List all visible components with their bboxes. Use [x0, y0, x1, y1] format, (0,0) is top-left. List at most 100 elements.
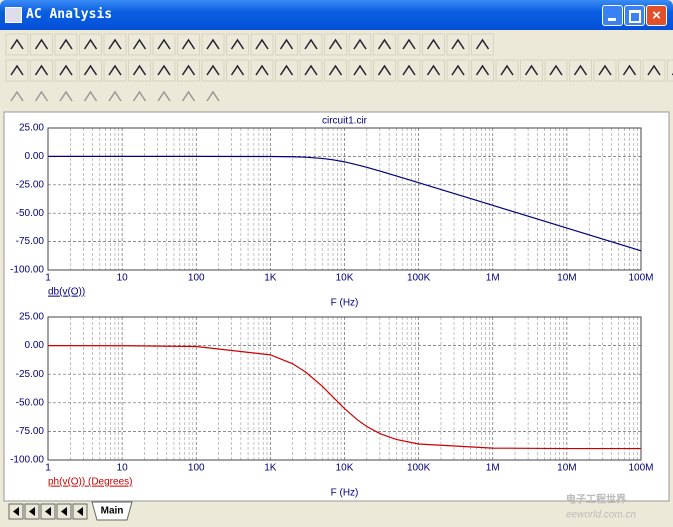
- y-tick-label: -100.00: [10, 265, 44, 276]
- toolbar-button[interactable]: [667, 59, 673, 82]
- toolbar-button[interactable]: [201, 33, 225, 56]
- toolbar-button[interactable]: [152, 33, 176, 56]
- toolbar-button[interactable]: [128, 86, 151, 107]
- toolbar-button[interactable]: [397, 33, 421, 56]
- button-face: [348, 59, 372, 82]
- toolbar-button[interactable]: [422, 59, 445, 82]
- tab-nav-button[interactable]: [8, 503, 24, 520]
- toolbar-button[interactable]: [30, 33, 53, 56]
- toolbar-button[interactable]: [128, 59, 151, 82]
- toolbar-button[interactable]: [152, 59, 176, 82]
- toolbar-button[interactable]: [250, 33, 274, 56]
- button-face: [520, 59, 543, 82]
- toolbar-button[interactable]: [5, 33, 29, 56]
- toolbar-button[interactable]: [104, 86, 126, 107]
- toolbar-button[interactable]: [422, 33, 445, 56]
- toolbar-button[interactable]: [201, 59, 225, 82]
- button-icon: [279, 38, 294, 50]
- toolbar-button[interactable]: [373, 33, 396, 56]
- button-face: [177, 59, 200, 82]
- toolbar-button[interactable]: [30, 59, 53, 82]
- toolbar-button[interactable]: [177, 86, 200, 107]
- toolbar-button[interactable]: [324, 59, 347, 82]
- button-face: [103, 59, 127, 82]
- tab-nav-button[interactable]: [72, 503, 88, 520]
- button-icon: [206, 90, 220, 102]
- toolbar-button[interactable]: [202, 86, 224, 107]
- button-face: [226, 59, 249, 82]
- toolbar-button[interactable]: [177, 33, 200, 56]
- toolbar-button[interactable]: [54, 59, 78, 82]
- tab-nav-button[interactable]: [24, 503, 40, 520]
- tab-nav-button[interactable]: [56, 503, 72, 520]
- button-icon: [500, 64, 514, 76]
- button-face: [544, 59, 568, 82]
- toolbar-button[interactable]: [348, 33, 372, 56]
- toolbar-button[interactable]: [55, 86, 77, 107]
- maximize-button[interactable]: [624, 5, 645, 26]
- button-face: [667, 59, 673, 82]
- toolbar-button[interactable]: [54, 33, 78, 56]
- toolbar-button[interactable]: [128, 33, 151, 56]
- button-face: [471, 59, 494, 82]
- toolbar-button[interactable]: [5, 59, 29, 82]
- toolbar-button[interactable]: [226, 59, 249, 82]
- toolbar-button[interactable]: [103, 33, 127, 56]
- button-face: [299, 33, 323, 56]
- button-icon: [181, 38, 196, 50]
- toolbar-button[interactable]: [275, 33, 298, 56]
- toolbar-button[interactable]: [618, 59, 641, 82]
- tab[interactable]: Main: [91, 501, 133, 521]
- toolbar-button[interactable]: [324, 33, 347, 56]
- button-icon: [377, 38, 392, 50]
- button-icon: [353, 64, 367, 76]
- toolbar-button[interactable]: [79, 86, 102, 107]
- toolbar-button[interactable]: [348, 59, 372, 82]
- toolbar-button[interactable]: [544, 59, 568, 82]
- toolbar-button[interactable]: [299, 59, 323, 82]
- toolbar-button[interactable]: [30, 86, 53, 107]
- toolbar-button[interactable]: [299, 33, 323, 56]
- toolbar-button[interactable]: [153, 86, 175, 107]
- toolbar-button[interactable]: [569, 59, 592, 82]
- toolbar-button[interactable]: [495, 59, 519, 82]
- toolbar-button[interactable]: [6, 86, 28, 107]
- close-button[interactable]: ×: [646, 5, 667, 26]
- toolbar-button[interactable]: [79, 59, 102, 82]
- x-tick-label: 1: [45, 273, 51, 284]
- button-icon: [402, 64, 416, 76]
- watermark-url: eeworld.com.cn: [566, 510, 636, 521]
- toolbar-button[interactable]: [397, 59, 421, 82]
- x-tick-label: 100K: [407, 463, 431, 474]
- minimize-button[interactable]: [602, 5, 623, 26]
- toolbar-button[interactable]: [471, 33, 494, 56]
- button-icon: [108, 64, 122, 76]
- tab-nav-button[interactable]: [40, 503, 56, 520]
- button-face: [152, 59, 176, 82]
- x-tick-label: 100: [188, 273, 205, 284]
- button-icon: [255, 38, 269, 50]
- button-icon: [451, 64, 465, 76]
- toolbar-button[interactable]: [446, 59, 470, 82]
- toolbar-button[interactable]: [79, 33, 102, 56]
- button-face: [152, 33, 176, 56]
- button-icon: [108, 90, 122, 102]
- toolbar-button[interactable]: [226, 33, 249, 56]
- toolbar-button[interactable]: [177, 59, 200, 82]
- button-face: [250, 59, 274, 82]
- button-face: [104, 86, 126, 107]
- toolbar-button[interactable]: [373, 59, 396, 82]
- toolbar-button[interactable]: [275, 59, 298, 82]
- button-icon: [10, 64, 24, 76]
- toolbar-button[interactable]: [593, 59, 617, 82]
- button-face: [324, 59, 347, 82]
- button-icon: [59, 64, 73, 76]
- toolbar-button[interactable]: [642, 59, 666, 82]
- toolbar-button[interactable]: [250, 59, 274, 82]
- button-face: [471, 33, 494, 56]
- toolbar-button[interactable]: [103, 59, 127, 82]
- button-icon: [157, 64, 171, 76]
- toolbar-button[interactable]: [471, 59, 494, 82]
- toolbar-button[interactable]: [520, 59, 543, 82]
- toolbar-button[interactable]: [446, 33, 470, 56]
